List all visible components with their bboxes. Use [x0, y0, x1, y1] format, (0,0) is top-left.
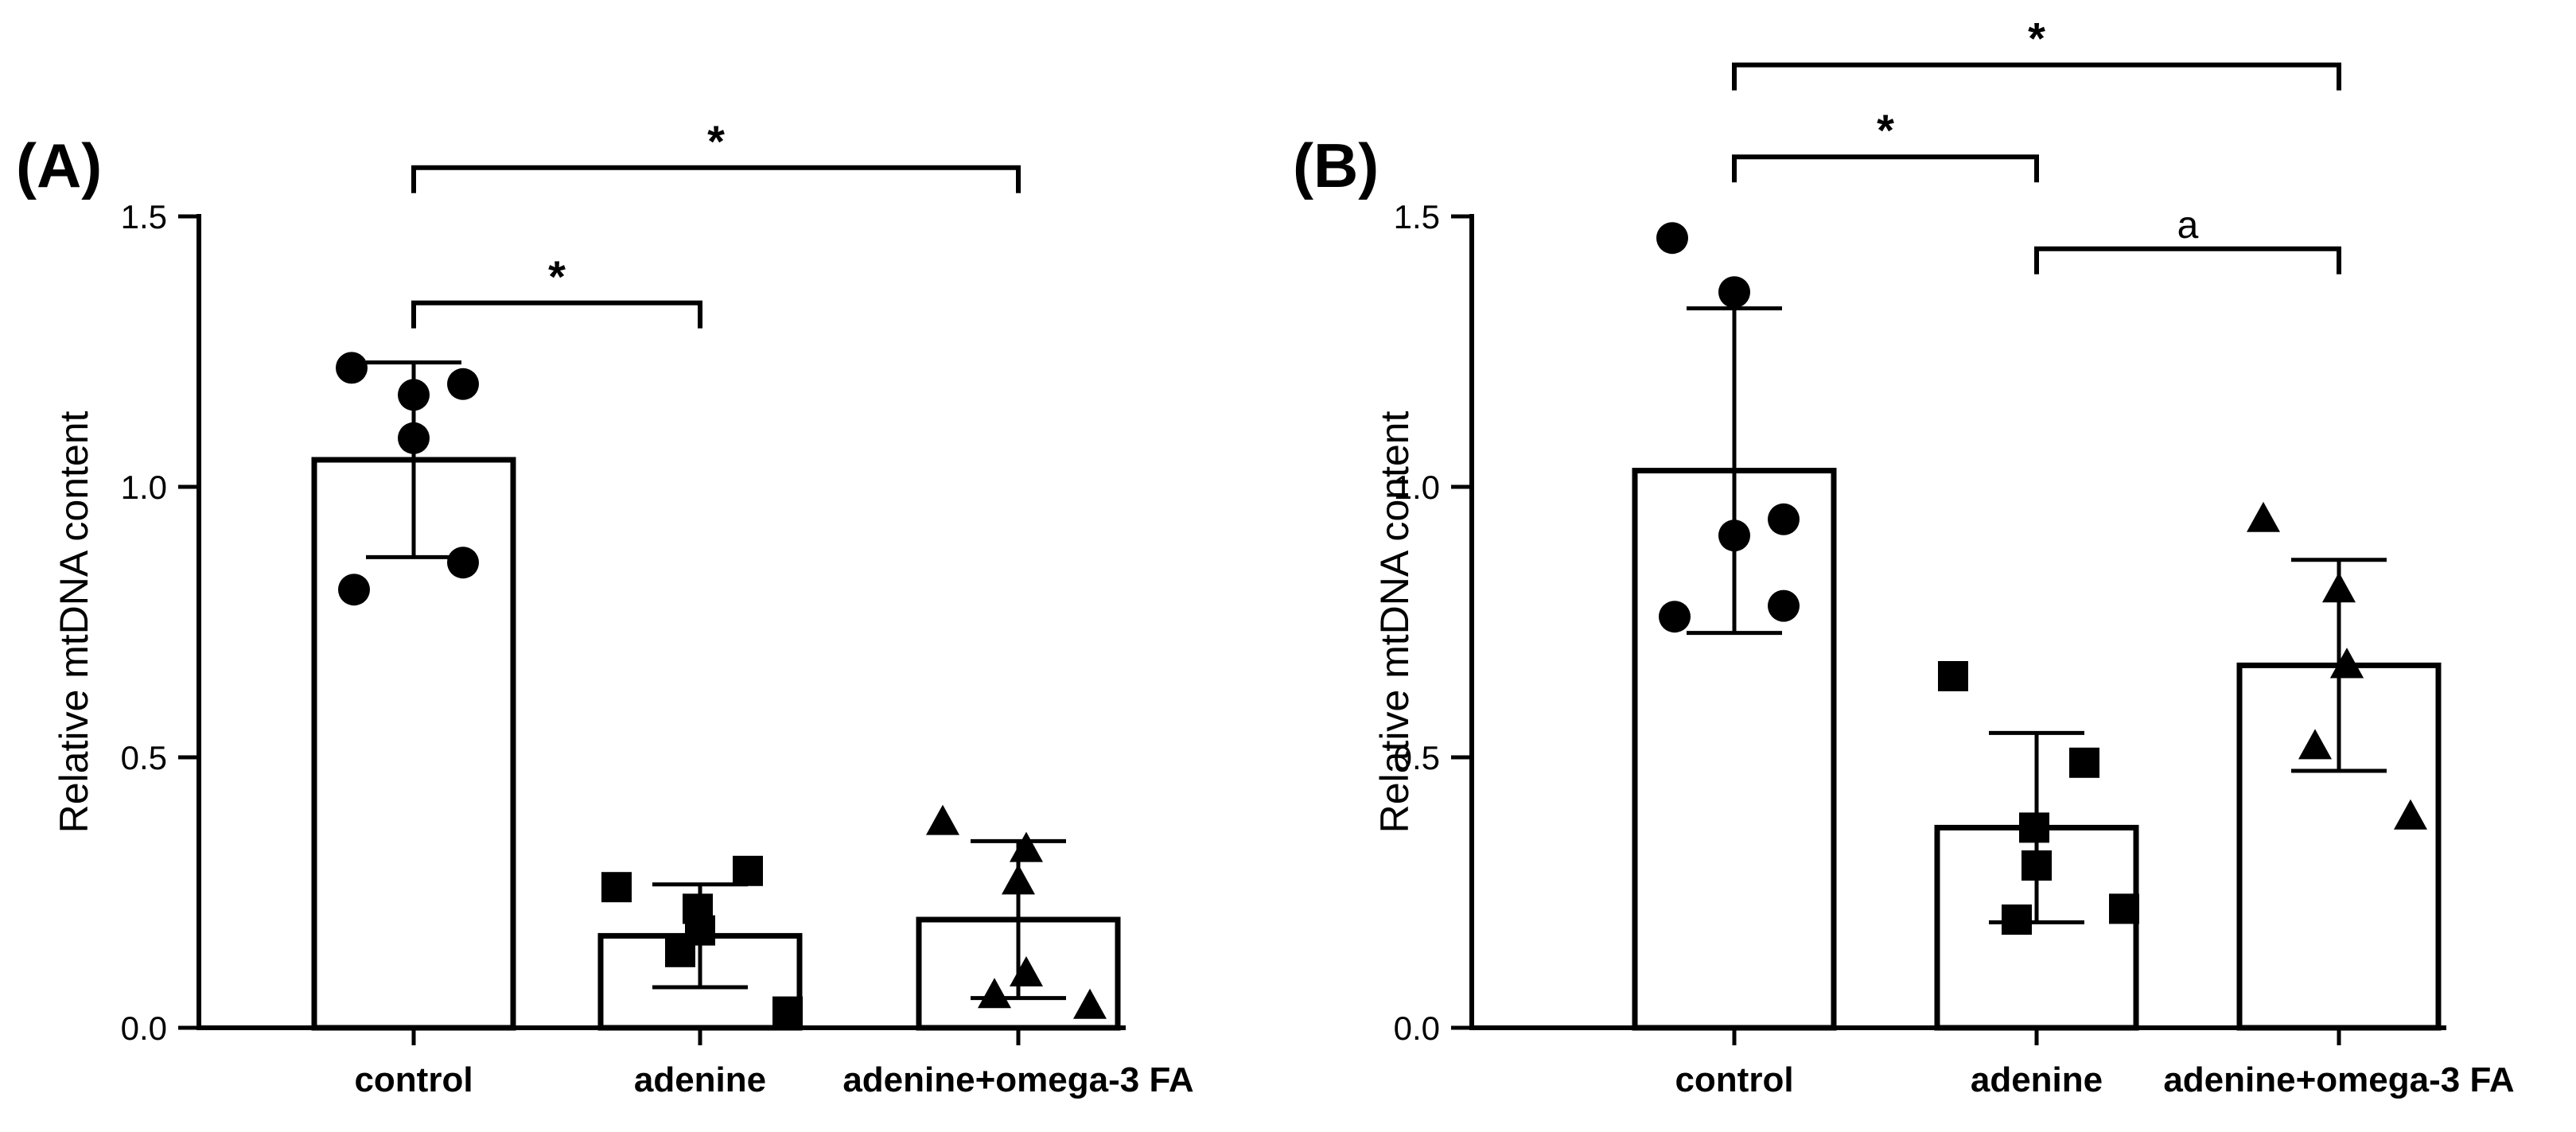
panel-b-y-tick-label: 1.5 — [1394, 198, 1440, 235]
panel-a-point — [1073, 988, 1107, 1019]
panel-b-point — [1718, 276, 1750, 309]
panel-b-y-tick-label: 1.0 — [1394, 469, 1440, 506]
panel-a-point — [447, 547, 479, 579]
panel-b-point — [2002, 904, 2032, 935]
panel-a-point — [336, 352, 368, 384]
panel-a-point — [926, 804, 959, 835]
panel-a-significance-bracket — [411, 300, 702, 329]
panel-a-significance-bracket — [411, 165, 1021, 193]
panel-b-y-tick-label: 0.0 — [1394, 1009, 1440, 1047]
panel-b-point — [2298, 729, 2332, 760]
panel-a-point — [338, 574, 370, 606]
panel-b-significance-bracket — [1732, 62, 2341, 91]
panel-a-category-label: control — [354, 1060, 473, 1099]
panel-b-significance-bracket — [1732, 154, 2039, 183]
panel-b-point — [1768, 503, 1800, 535]
panel-b-y-axis-label: Relative mtDNA content — [1372, 411, 1417, 834]
panel-b-point — [2109, 893, 2139, 924]
panel-a: (A) Relative mtDNA content 0.0 0.5 1.0 1.5 con… — [16, 116, 1194, 1099]
panel-a-category-label: adenine — [634, 1060, 766, 1099]
panel-b-point — [1656, 222, 1688, 255]
panel-a-point — [733, 855, 763, 886]
panel-a-point — [772, 996, 803, 1027]
panel-b-significance-bracket — [2034, 246, 2341, 274]
panel-a-y-tick-label: 1.5 — [121, 198, 167, 235]
panel-b-point — [1938, 661, 1968, 691]
panel-a-point — [447, 368, 479, 400]
panel-b-significance-label: * — [1877, 105, 1894, 155]
panel-a-point — [978, 978, 1011, 1009]
panel-b-point — [2069, 747, 2099, 778]
panel-b-significance-label: a — [2177, 204, 2199, 247]
panel-b-category-label: control — [1675, 1060, 1793, 1099]
panel-a-y-tick-label: 0.0 — [121, 1009, 167, 1047]
panel-a-significance-label: * — [707, 116, 725, 166]
panel-a-y-tick-label: 1.0 — [121, 469, 167, 506]
panel-b-point — [1659, 601, 1691, 633]
panel-b-point — [2019, 812, 2049, 843]
panel-b: (B) Relative mtDNA content 0.0 0.5 1.0 1.5 con… — [1293, 14, 2515, 1099]
panel-b-y-tick-label: 0.5 — [1394, 739, 1440, 776]
panel-a-y-axis-label: Relative mtDNA content — [52, 411, 96, 834]
panel-a-label: (A) — [16, 130, 102, 200]
panel-a-significance-label: * — [548, 251, 566, 301]
panel-b-category-label: adenine+omega-3 FA — [2163, 1060, 2514, 1099]
panel-b-point — [2394, 799, 2427, 830]
panel-a-point — [601, 872, 632, 903]
panel-b-label: (B) — [1293, 130, 1379, 200]
panel-a-point — [1010, 831, 1043, 862]
panel-a-y-tick-label: 0.5 — [121, 739, 167, 776]
panel-a-point — [665, 936, 695, 967]
panel-b-point — [2247, 501, 2280, 532]
panel-b-category-label: adenine — [1971, 1060, 2103, 1099]
panel-b-significance-label: * — [2028, 14, 2045, 64]
panel-a-category-label: adenine+omega-3 FA — [842, 1060, 1193, 1099]
panel-b-point — [1768, 589, 1800, 622]
